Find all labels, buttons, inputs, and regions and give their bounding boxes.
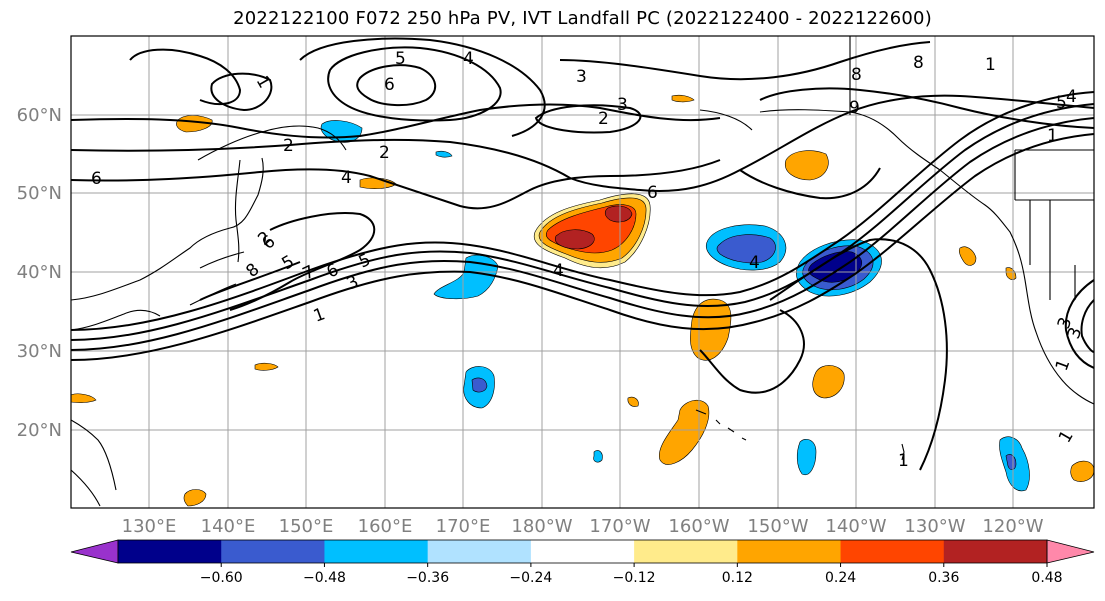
lon-tick-label: 140°E xyxy=(201,516,256,537)
colorbar-extend-right xyxy=(1046,539,1095,564)
lat-tick-label: 40°N xyxy=(17,262,62,283)
lon-tick-label: 140°W xyxy=(825,516,886,537)
lat-tick-label: 30°N xyxy=(17,341,62,362)
colorbar-segment xyxy=(118,540,222,563)
contour-label: 4 xyxy=(1066,87,1077,107)
colorbar-tick-label: −0.36 xyxy=(406,570,449,586)
lon-tick-label: 150°E xyxy=(279,516,334,537)
lon-ticks: 130°E 140°E 150°E 160°E 170°E 180°W 170°… xyxy=(122,516,1044,537)
lon-tick-label: 130°W xyxy=(904,516,965,537)
colorbar-tick-label: −0.48 xyxy=(303,570,346,586)
positive-anomaly-blob xyxy=(71,393,97,403)
colorbar-segment xyxy=(324,540,429,563)
contour-label: 5 xyxy=(1056,93,1067,113)
positive-anomaly-blob xyxy=(554,229,595,250)
colorbar-segment xyxy=(221,540,325,563)
lon-tick-label: 170°W xyxy=(589,516,650,537)
contour-label: 4 xyxy=(463,49,474,69)
lon-tick-label: 150°W xyxy=(747,516,808,537)
lat-ticks: 60°N 50°N 40°N 30°N 20°N xyxy=(17,105,62,441)
colorbar-segment xyxy=(530,540,635,563)
colorbar-tick-label: 0.24 xyxy=(825,570,856,586)
positive-anomaly-blob xyxy=(254,362,279,371)
negative-anomaly-blob xyxy=(796,439,817,476)
positive-anomaly-blob xyxy=(604,205,633,223)
contour-label: 1 xyxy=(985,55,996,75)
contour-label: 4 xyxy=(341,168,352,188)
positive-anomaly-blob xyxy=(958,246,977,266)
positive-anomaly-blob xyxy=(784,150,829,181)
contour-label: 8 xyxy=(851,65,862,85)
contour-label: 2 xyxy=(283,136,294,156)
contour-label: 2 xyxy=(379,143,390,163)
pv-contours xyxy=(71,37,1094,471)
shaded-anomalies xyxy=(71,94,1094,507)
colorbar-tick-label: 0.48 xyxy=(1031,570,1062,586)
contour-label: 5 xyxy=(395,49,406,69)
colorbar-segment xyxy=(840,540,945,563)
positive-anomaly-blob xyxy=(671,94,695,103)
colorbar: −0.60 −0.48 −0.36 −0.24 −0.12 0.12 0.24 0.36 0.4… xyxy=(70,539,1095,586)
lon-tick-label: 180°W xyxy=(511,516,572,537)
colorbar-tick-label: −0.24 xyxy=(509,570,552,586)
lon-tick-label: 160°W xyxy=(668,516,729,537)
contour-label: 6 xyxy=(384,75,395,95)
contour-label: 9 xyxy=(849,98,860,118)
contour-label: 6 xyxy=(91,169,102,189)
colorbar-segment xyxy=(634,540,738,563)
positive-anomaly-blob xyxy=(1070,460,1094,482)
colorbar-segment xyxy=(427,540,532,563)
lon-tick-label: 130°E xyxy=(122,516,177,537)
positive-anomaly-blob xyxy=(627,396,639,407)
contour-label: 2 xyxy=(598,109,609,129)
contour-label: 8 xyxy=(913,53,924,73)
colorbar-extend-left xyxy=(70,539,119,564)
map-title: 2022122100 F072 250 hPa PV, IVT Landfall… xyxy=(233,8,932,29)
positive-anomaly-blob xyxy=(183,489,207,507)
map-frame xyxy=(70,35,1095,509)
negative-anomaly-blob xyxy=(433,254,499,300)
negative-anomaly-blob xyxy=(471,377,488,393)
colorbar-segment xyxy=(737,540,842,563)
negative-anomaly-blob xyxy=(593,450,603,463)
colorbar-tick-label: 0.36 xyxy=(928,570,959,586)
contour-label: 3 xyxy=(617,95,628,115)
lon-tick-label: 170°E xyxy=(436,516,491,537)
lon-tick-label: 120°W xyxy=(982,516,1043,537)
negative-anomaly-blob xyxy=(435,150,453,158)
colorbar-tick-label: −0.60 xyxy=(200,570,243,586)
lon-tick-label: 160°E xyxy=(358,516,413,537)
colorbar-segment xyxy=(943,540,1048,563)
positive-anomaly-blob xyxy=(812,365,845,399)
coastlines xyxy=(71,36,1094,507)
lat-tick-label: 20°N xyxy=(17,420,62,441)
contour-label: 1 xyxy=(1047,126,1058,146)
lat-tick-label: 60°N xyxy=(17,105,62,126)
negative-anomaly-blob xyxy=(716,234,776,264)
contour-label: 1 xyxy=(898,451,909,471)
lat-tick-label: 50°N xyxy=(17,183,62,204)
positive-anomaly-blob xyxy=(658,399,710,465)
contour-label: 3 xyxy=(576,67,587,87)
colorbar-tick-label: −0.12 xyxy=(613,570,656,586)
colorbar-tick-label: 0.12 xyxy=(722,570,753,586)
contour-label: 4 xyxy=(749,253,760,273)
contour-label: 4 xyxy=(553,261,564,281)
contour-label: 6 xyxy=(647,183,658,203)
